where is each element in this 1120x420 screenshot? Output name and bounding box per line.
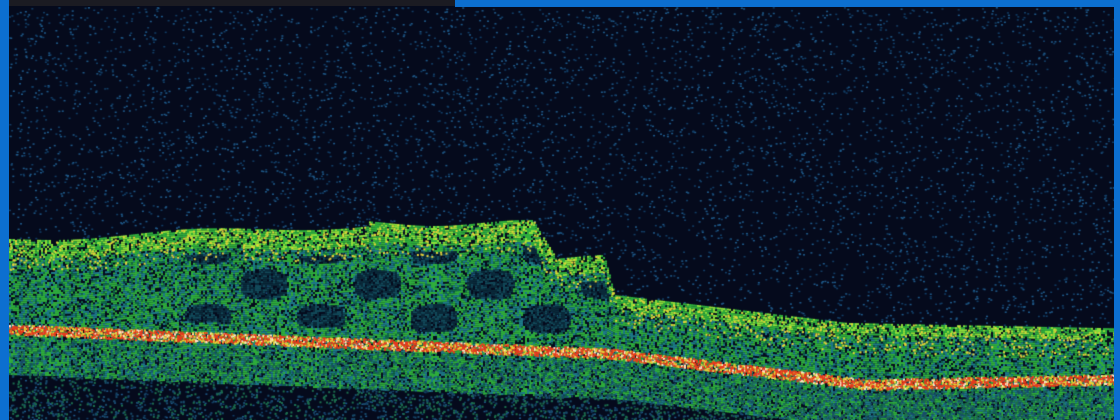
top-right-border xyxy=(455,0,1120,7)
oct-scan-canvas xyxy=(9,7,1114,420)
right-border xyxy=(1114,0,1120,420)
top-left-border xyxy=(0,0,455,6)
left-border xyxy=(0,0,9,420)
